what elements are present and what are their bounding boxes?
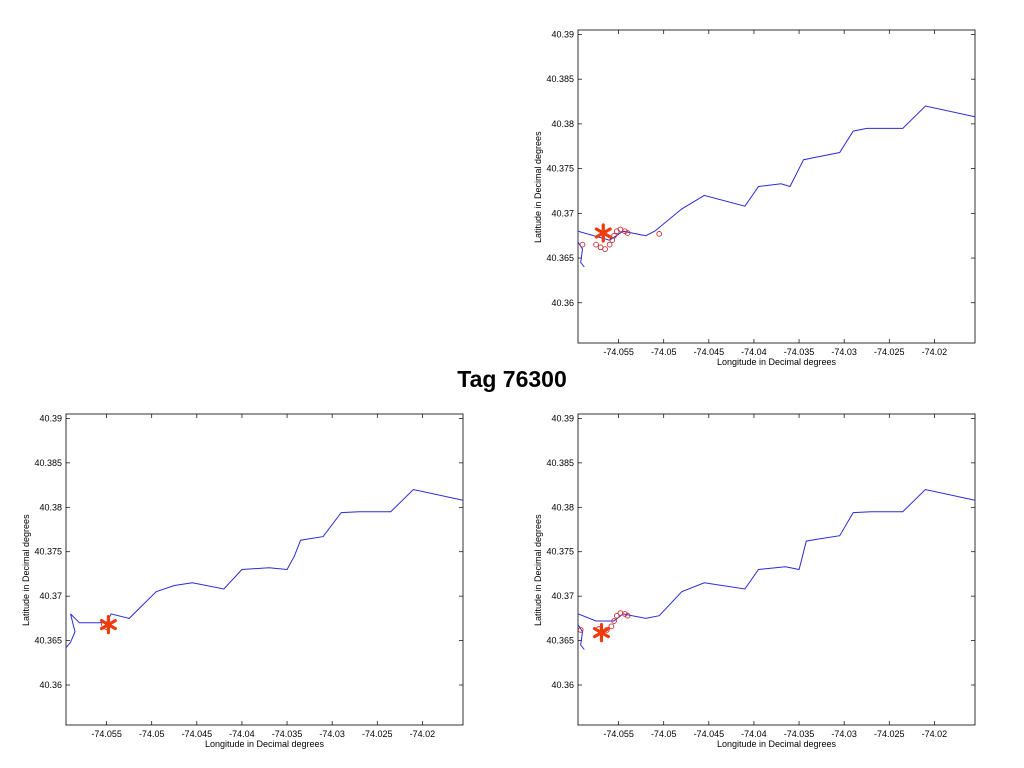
y-axis-label: Latitude in Decimal degrees (21, 513, 31, 626)
x-tick-label: -74.04 (741, 347, 767, 357)
chart-svg: -74.055 -74.05 -74.045 -74.04 -74.035 -74.03 -… (546, 29, 976, 357)
x-tick-label: -74.045 (694, 347, 725, 357)
detection-point (624, 612, 631, 619)
x-axis-label: Longitude in Decimal degrees (716, 739, 837, 749)
detection-point (608, 623, 615, 630)
y-tick-label: 40.375 (546, 164, 574, 174)
x-tick-label: -74.035 (784, 729, 815, 739)
chart-svg: -74.055 -74.05 -74.045 -74.04 -74.035 -74.03 -… (34, 413, 464, 739)
x-tick-label: -74.02 (922, 729, 948, 739)
y-tick-label: 40.375 (34, 547, 62, 557)
detection-point (611, 618, 617, 624)
y-tick-label: 40.365 (546, 636, 574, 646)
y-tick-label: 40.385 (546, 74, 574, 84)
y-tick-label: 40.38 (551, 502, 574, 512)
x-tick-label: -74.035 (272, 729, 303, 739)
axes-box (577, 413, 976, 726)
location-marker (592, 622, 610, 643)
x-tick-label: -74.045 (182, 729, 213, 739)
track-spur (578, 624, 585, 650)
location-marker (594, 223, 612, 243)
y-axis-label: Latitude in Decimal degrees (533, 130, 543, 243)
axes-box (577, 29, 976, 344)
chart-svg: -74.055 -74.05 -74.045 -74.04 -74.035 -74.03 -… (546, 413, 976, 739)
x-tick-label: -74.03 (831, 729, 857, 739)
detection-point (617, 610, 624, 616)
detection-point (613, 612, 620, 619)
y-tick-label: 40.365 (34, 636, 62, 646)
y-tick-label: 40.36 (39, 680, 62, 690)
y-tick-label: 40.385 (546, 458, 574, 468)
track-spur (578, 241, 585, 268)
y-tick-label: 40.36 (551, 680, 574, 690)
detection-point (656, 231, 663, 237)
y-tick-label: 40.365 (546, 253, 574, 263)
track-line (578, 105, 975, 241)
y-tick-label: 40.37 (551, 591, 574, 601)
y-tick-label: 40.375 (546, 547, 574, 557)
plot-top-right: -74.055 -74.05 -74.045 -74.04 -74.035 -74.03 -… (528, 29, 981, 373)
x-tick-label: -74.025 (874, 729, 905, 739)
y-tick-label: 40.39 (551, 29, 574, 39)
detection-point (611, 232, 617, 239)
y-tick-label: 40.385 (34, 458, 62, 468)
x-tick-label: -74.055 (91, 729, 122, 739)
x-tick-label: -74.02 (410, 729, 436, 739)
detection-point (624, 230, 631, 236)
x-tick-label: -74.055 (603, 347, 634, 357)
x-tick-label: -74.045 (694, 729, 725, 739)
y-tick-label: 40.37 (551, 208, 574, 218)
location-marker (99, 614, 117, 635)
track-spur (66, 613, 76, 649)
x-tick-label: -74.04 (741, 729, 767, 739)
detection-point (579, 241, 586, 248)
y-axis-label: Latitude in Decimal degrees (533, 513, 543, 626)
x-tick-label: -74.035 (784, 347, 815, 357)
x-tick-label: -74.025 (362, 729, 393, 739)
x-axis-label: Longitude in Decimal degrees (716, 357, 837, 367)
track-line (578, 488, 975, 622)
y-tick-label: 40.39 (551, 413, 574, 423)
x-tick-label: -74.04 (229, 729, 255, 739)
x-tick-label: -74.055 (603, 729, 634, 739)
y-tick-label: 40.37 (39, 591, 62, 601)
y-tick-label: 40.38 (39, 502, 62, 512)
detection-point (602, 246, 608, 252)
plot-bottom-left: -74.055 -74.05 -74.045 -74.04 -74.035 -74.03 -… (16, 413, 469, 755)
plot-bottom-right: -74.055 -74.05 -74.045 -74.04 -74.035 -74.03 -… (528, 413, 981, 755)
detection-point (593, 241, 599, 248)
x-tick-label: -74.05 (651, 347, 677, 357)
detection-point (606, 241, 613, 248)
x-tick-label: -74.05 (651, 729, 677, 739)
page-title: Tag 76300 (457, 366, 567, 392)
x-tick-label: -74.05 (139, 729, 165, 739)
track-line (70, 488, 463, 624)
axes-box (65, 413, 464, 726)
x-tick-label: -74.025 (874, 347, 905, 357)
x-tick-label: -74.03 (319, 729, 345, 739)
y-tick-label: 40.36 (551, 298, 574, 308)
y-tick-label: 40.38 (551, 119, 574, 129)
x-tick-label: -74.03 (831, 347, 857, 357)
x-axis-label: Longitude in Decimal degrees (204, 739, 325, 749)
detection-point (578, 627, 584, 633)
x-tick-label: -74.02 (922, 347, 948, 357)
y-tick-label: 40.39 (39, 413, 62, 423)
